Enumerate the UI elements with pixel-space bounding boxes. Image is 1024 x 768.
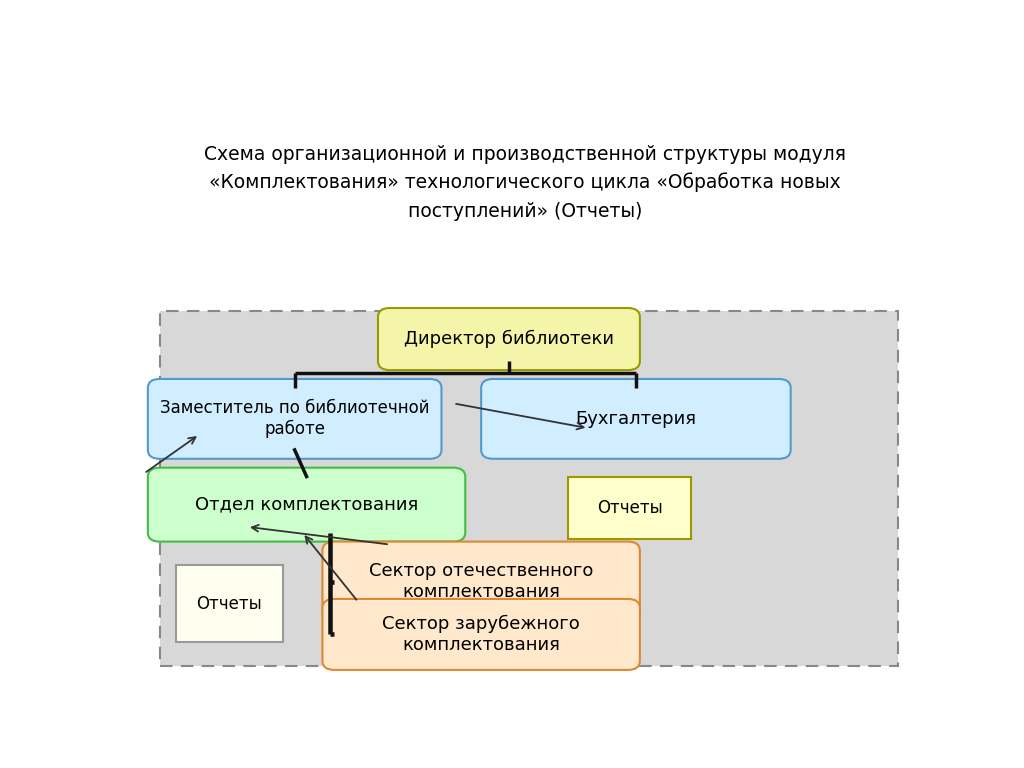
FancyBboxPatch shape [147, 468, 465, 541]
Text: Сектор отечественного
комплектования: Сектор отечественного комплектования [369, 562, 593, 601]
Text: «Комплектования» технологического цикла «Обработка новых: «Комплектования» технологического цикла … [209, 173, 841, 193]
Text: Отдел комплектования: Отдел комплектования [195, 495, 418, 514]
Text: Отчеты: Отчеты [597, 498, 663, 517]
FancyBboxPatch shape [323, 599, 640, 670]
FancyBboxPatch shape [568, 476, 691, 538]
Text: Бухгалтерия: Бухгалтерия [575, 410, 696, 428]
FancyBboxPatch shape [378, 308, 640, 370]
Text: Отчеты: Отчеты [197, 594, 262, 613]
Text: Директор библиотеки: Директор библиотеки [403, 330, 614, 348]
Text: Схема организационной и производственной структуры модуля: Схема организационной и производственной… [204, 144, 846, 164]
Text: поступлений» (Отчеты): поступлений» (Отчеты) [408, 201, 642, 220]
FancyBboxPatch shape [176, 565, 283, 642]
FancyBboxPatch shape [160, 311, 898, 666]
FancyBboxPatch shape [323, 541, 640, 621]
Text: Заместитель по библиотечной
работе: Заместитель по библиотечной работе [160, 399, 429, 439]
Text: Сектор зарубежного
комплектования: Сектор зарубежного комплектования [382, 615, 580, 654]
FancyBboxPatch shape [147, 379, 441, 458]
FancyBboxPatch shape [481, 379, 791, 458]
